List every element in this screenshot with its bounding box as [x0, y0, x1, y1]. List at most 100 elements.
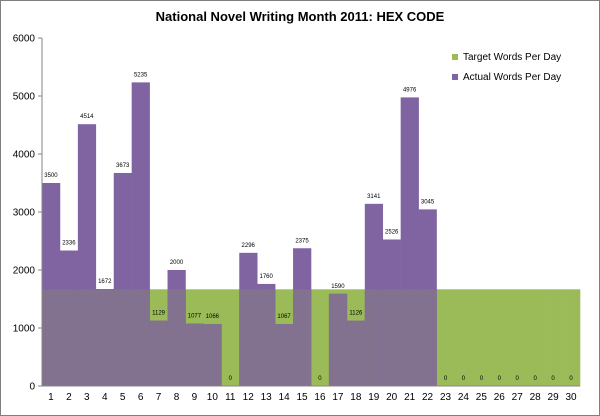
- overlap-bar-17: [328, 293, 348, 386]
- overlap-bar-15: [293, 289, 312, 386]
- x-tick-label-17: 17: [332, 392, 344, 403]
- data-label-26: 0: [498, 376, 502, 382]
- data-label-30: 0: [569, 376, 573, 382]
- data-label-23: 0: [444, 376, 448, 382]
- x-tick-label-26: 26: [494, 392, 506, 403]
- overlap-bar-5: [113, 289, 132, 386]
- target-bar-29: [544, 289, 563, 386]
- target-bar-25: [472, 289, 491, 386]
- overlap-bar-7: [149, 320, 168, 386]
- y-tick-label-1000: 1000: [13, 324, 36, 335]
- x-tick-label-27: 27: [512, 392, 524, 403]
- overlap-bar-4: [95, 289, 115, 386]
- x-tick-label-4: 4: [102, 392, 108, 403]
- target-bar-27: [508, 289, 527, 386]
- data-label-4: 1672: [98, 279, 112, 285]
- legend-label-actual: Actual Words Per Day: [463, 72, 562, 83]
- data-label-9: 1077: [188, 314, 202, 320]
- overlap-bar-3: [77, 289, 97, 386]
- overlap-bar-12: [239, 289, 258, 386]
- x-tick-label-21: 21: [404, 392, 416, 403]
- chart-title: National Novel Writing Month 2011: HEX C…: [155, 9, 445, 24]
- target-bar-24: [454, 289, 473, 386]
- data-label-5: 3673: [116, 163, 130, 169]
- data-label-6: 5235: [134, 72, 148, 78]
- overlap-bar-22: [418, 289, 437, 386]
- legend-label-target: Target Words Per Day: [463, 52, 562, 63]
- target-bar-23: [436, 289, 455, 386]
- data-label-27: 0: [516, 376, 520, 382]
- y-tick-label-4000: 4000: [13, 150, 36, 161]
- overlap-bar-10: [203, 324, 222, 386]
- data-label-21: 4976: [403, 87, 417, 93]
- data-label-29: 0: [551, 376, 555, 382]
- x-tick-label-8: 8: [174, 392, 180, 403]
- legend-swatch-actual: [452, 74, 458, 81]
- legend-swatch-target: [452, 54, 458, 61]
- x-tick-label-11: 11: [225, 392, 236, 403]
- y-tick-label-3000: 3000: [13, 208, 36, 219]
- legend-item-actual: Actual Words Per Day: [452, 72, 561, 83]
- x-tick-label-6: 6: [138, 392, 144, 403]
- legend-item-target: Target Words Per Day: [452, 52, 561, 63]
- x-tick-label-19: 19: [368, 392, 380, 403]
- data-label-25: 0: [480, 376, 484, 382]
- x-tick-label-5: 5: [120, 392, 126, 403]
- overlap-bar-18: [346, 320, 366, 386]
- data-label-2: 2336: [62, 241, 76, 247]
- x-tick-label-20: 20: [386, 392, 398, 403]
- data-label-10: 1066: [206, 314, 220, 320]
- x-tick-label-12: 12: [243, 392, 255, 403]
- overlap-bar-9: [185, 323, 204, 386]
- x-tick-label-16: 16: [314, 392, 326, 403]
- data-label-20: 2526: [385, 229, 399, 235]
- x-tick-label-14: 14: [279, 392, 291, 403]
- overlap-bar-1: [42, 289, 61, 386]
- data-label-22: 3045: [421, 199, 435, 205]
- data-label-24: 0: [462, 376, 466, 382]
- x-tick-label-13: 13: [261, 392, 273, 403]
- target-bar-30: [562, 289, 581, 386]
- x-tick-label-29: 29: [548, 392, 560, 403]
- y-tick-label-2000: 2000: [13, 266, 36, 277]
- overlap-bar-2: [59, 289, 79, 386]
- overlap-bar-19: [364, 289, 384, 386]
- overlap-bar-14: [275, 324, 294, 386]
- target-bar-16: [311, 289, 330, 386]
- x-tick-label-9: 9: [192, 392, 198, 403]
- y-tick-label-0: 0: [29, 382, 35, 393]
- target-bar-11: [221, 289, 240, 386]
- x-tick-label-22: 22: [422, 392, 434, 403]
- x-tick-label-30: 30: [565, 392, 577, 403]
- x-tick-label-28: 28: [530, 392, 542, 403]
- data-label-18: 1126: [349, 311, 363, 317]
- data-label-19: 3141: [367, 194, 381, 200]
- data-label-16: 0: [318, 376, 322, 382]
- x-tick-label-25: 25: [476, 392, 488, 403]
- target-bar-26: [490, 289, 509, 386]
- x-tick-label-7: 7: [156, 392, 162, 403]
- overlap-bar-6: [131, 289, 150, 386]
- x-tick-label-10: 10: [207, 392, 219, 403]
- data-label-11: 0: [229, 376, 233, 382]
- overlap-bar-8: [167, 289, 186, 386]
- x-tick-label-15: 15: [296, 392, 308, 403]
- data-label-12: 2296: [242, 243, 256, 249]
- y-tick-label-5000: 5000: [13, 92, 36, 103]
- data-label-1: 3500: [44, 173, 58, 179]
- overlap-bar-13: [257, 289, 276, 386]
- data-label-8: 2000: [170, 260, 184, 266]
- data-label-28: 0: [533, 376, 537, 382]
- x-tick-label-24: 24: [458, 392, 470, 403]
- data-label-7: 1129: [152, 311, 166, 317]
- x-tick-label-1: 1: [48, 392, 54, 403]
- data-label-17: 1590: [331, 284, 345, 290]
- x-tick-label-23: 23: [440, 392, 452, 403]
- overlap-bar-20: [382, 289, 401, 386]
- y-tick-label-6000: 6000: [13, 34, 36, 45]
- overlap-bar-21: [400, 289, 419, 386]
- data-label-3: 4514: [80, 114, 94, 120]
- data-label-13: 1760: [259, 274, 273, 280]
- x-tick-label-18: 18: [350, 392, 362, 403]
